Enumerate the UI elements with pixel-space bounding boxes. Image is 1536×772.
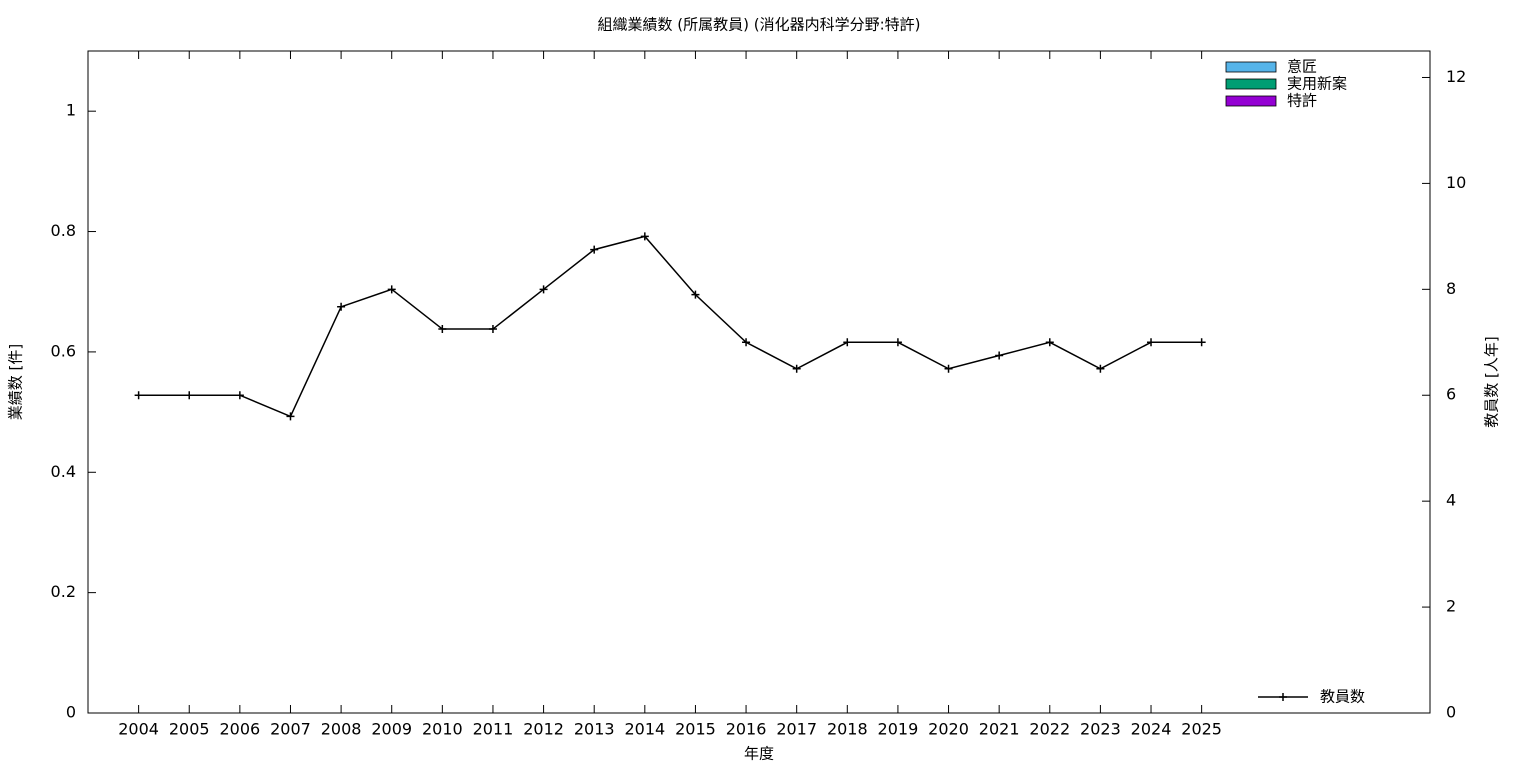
x-tick-label: 2025 — [1181, 720, 1222, 739]
y-tick-label: 0.6 — [51, 341, 76, 360]
point — [590, 245, 599, 254]
chart-title: 組織業績数 (所属教員) (消化器内科学分野:特許) — [597, 16, 920, 34]
point — [185, 391, 194, 400]
point — [1096, 364, 1105, 373]
point — [843, 338, 852, 347]
y-tick-label: 0.2 — [51, 582, 76, 601]
point — [337, 302, 346, 311]
legend-label: 意匠 — [1287, 58, 1317, 76]
x-tick-label: 2008 — [321, 720, 362, 739]
point — [438, 325, 447, 334]
y2-tick-label: 8 — [1446, 279, 1456, 298]
legend-swatch — [1225, 61, 1277, 73]
point — [286, 412, 295, 421]
y2-tick-label: 10 — [1446, 173, 1466, 192]
x-tick-label: 2009 — [371, 720, 412, 739]
y-tick-label: 0.4 — [51, 462, 76, 481]
x-tick-label: 2022 — [1029, 720, 1070, 739]
legend-label: 特許 — [1287, 92, 1317, 110]
x-tick-label: 2021 — [979, 720, 1020, 739]
x-axis-label: 年度 — [744, 745, 774, 763]
point — [893, 338, 902, 347]
plot-frame — [87, 50, 1431, 714]
y2-tick-label: 12 — [1446, 67, 1466, 86]
y2-tick-label: 2 — [1446, 597, 1456, 616]
x-tick-label: 2011 — [473, 720, 514, 739]
x-tick-label: 2012 — [523, 720, 564, 739]
legend-label: 教員数 — [1320, 688, 1365, 706]
point — [235, 391, 244, 400]
legend-swatch — [1225, 95, 1277, 107]
y2-tick-label: 6 — [1446, 385, 1456, 404]
point — [1197, 338, 1206, 347]
point — [742, 338, 751, 347]
point — [488, 325, 497, 334]
point — [944, 364, 953, 373]
x-tick-label: 2018 — [827, 720, 868, 739]
x-tick-label: 2007 — [270, 720, 311, 739]
y2-tick-label: 4 — [1446, 491, 1456, 510]
y2-axis-label: 教員数 [人年] — [1483, 336, 1501, 427]
point — [640, 232, 649, 241]
line — [138, 235, 1202, 418]
x-tick-label: 2024 — [1131, 720, 1172, 739]
y-tick-label: 1 — [66, 101, 76, 120]
point — [1045, 338, 1054, 347]
point — [691, 290, 700, 299]
point — [134, 391, 143, 400]
point — [387, 285, 396, 294]
x-tick-label: 2020 — [928, 720, 969, 739]
x-tick-label: 2015 — [675, 720, 716, 739]
x-tick-label: 2013 — [574, 720, 615, 739]
y-tick-label: 0 — [66, 703, 76, 722]
y-tick-label: 0.8 — [51, 221, 76, 240]
x-tick-label: 2014 — [624, 720, 665, 739]
point — [1147, 338, 1156, 347]
legend-swatch — [1279, 693, 1287, 701]
y2-tick-label: 0 — [1446, 703, 1456, 722]
x-tick-label: 2010 — [422, 720, 463, 739]
x-tick-label: 2017 — [776, 720, 817, 739]
y-axis-label: 業績数 [件] — [7, 344, 25, 420]
x-tick-label: 2016 — [726, 720, 767, 739]
legend-label: 実用新案 — [1287, 75, 1347, 93]
x-tick-label: 2023 — [1080, 720, 1121, 739]
legend-swatch — [1225, 78, 1277, 90]
point — [995, 351, 1004, 360]
x-tick-label: 2019 — [878, 720, 919, 739]
x-tick-label: 2005 — [169, 720, 210, 739]
x-tick-label: 2006 — [220, 720, 261, 739]
x-tick-label: 2004 — [118, 720, 159, 739]
point — [792, 364, 801, 373]
point — [539, 285, 548, 294]
